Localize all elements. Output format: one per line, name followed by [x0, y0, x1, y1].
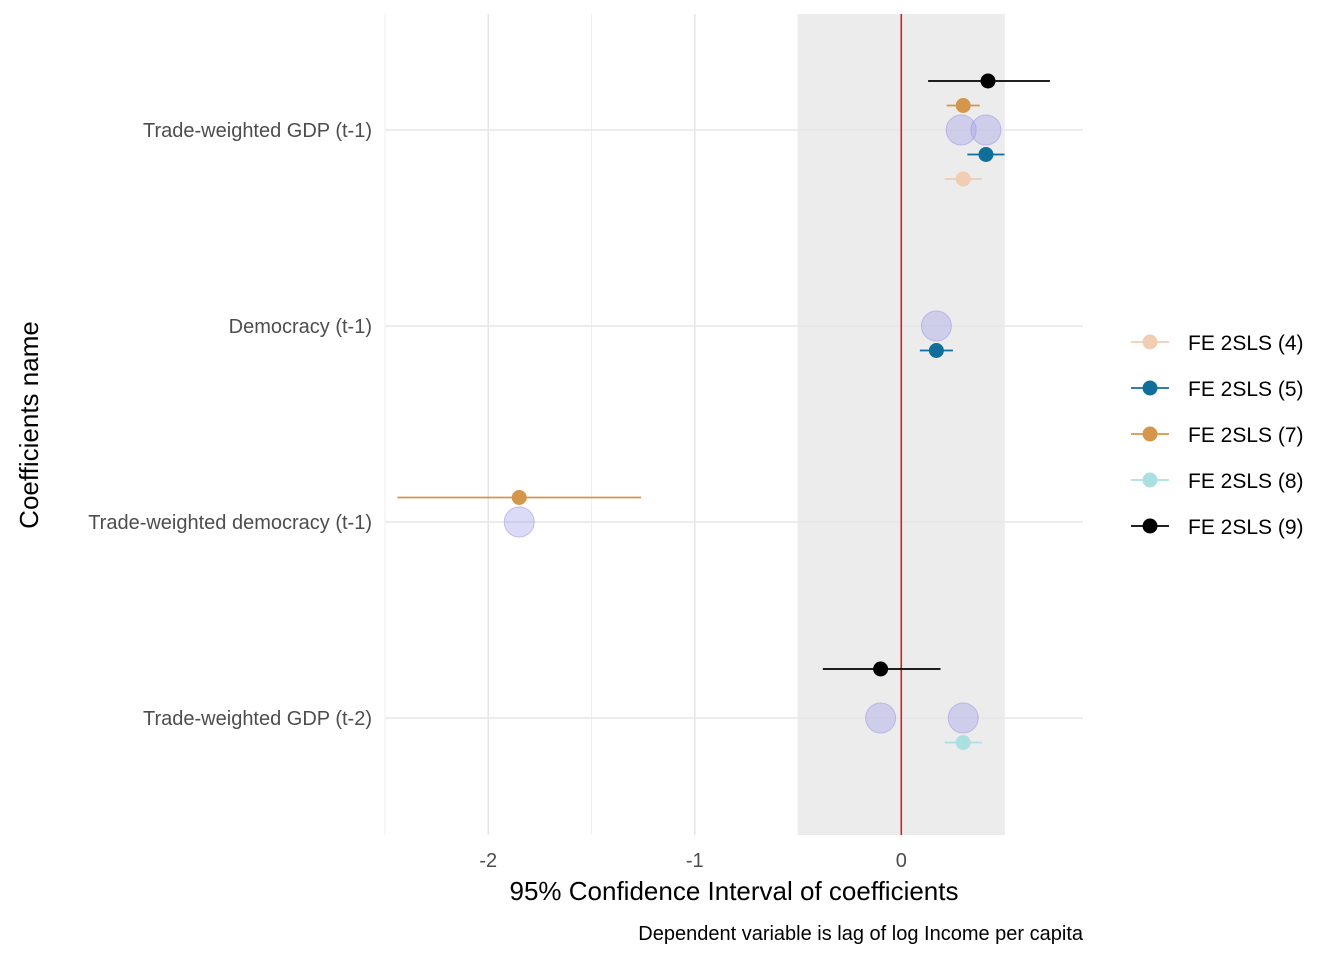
highlight-halo	[970, 114, 1002, 146]
coefficient-point	[955, 735, 971, 750]
legend-key-point	[1142, 518, 1158, 534]
highlight-halo	[920, 310, 952, 342]
coefficient-point	[978, 147, 994, 162]
legend-key-point	[1142, 334, 1158, 350]
y-tick-label: Trade-weighted democracy (t-1)	[88, 512, 372, 534]
plot-panel	[384, 14, 1083, 835]
y-tick-labels: Trade-weighted GDP (t-1) Democracy (t-1) T…	[88, 120, 372, 730]
legend-key-point	[1142, 472, 1158, 488]
legend-label: FE 2SLS (4)	[1188, 332, 1304, 355]
x-axis-title: 95% Confidence Interval of coefficients	[509, 876, 958, 906]
coefficient-point	[873, 661, 889, 677]
y-tick-label: Trade-weighted GDP (t-1)	[143, 120, 372, 142]
coefficient-point	[980, 73, 996, 89]
coefficient-point	[955, 171, 971, 187]
legend-label: FE 2SLS (5)	[1188, 378, 1304, 401]
x-tick-labels: -2 -1 0	[479, 850, 906, 872]
x-tick-label: -2	[479, 850, 497, 872]
y-axis-title: Coefficients name	[14, 321, 44, 529]
legend-label: FE 2SLS (9)	[1188, 516, 1304, 539]
highlight-halo	[947, 702, 979, 734]
x-tick-label: 0	[896, 850, 907, 872]
y-tick-label: Trade-weighted GDP (t-2)	[143, 708, 372, 730]
legend-key-point	[1142, 380, 1158, 396]
legend-label: FE 2SLS (8)	[1188, 470, 1304, 493]
y-tick-label: Democracy (t-1)	[229, 316, 372, 338]
coefficient-point	[928, 343, 944, 358]
coefficient-point	[511, 490, 527, 505]
highlight-halo	[865, 702, 897, 734]
highlight-halo	[503, 506, 535, 538]
legend-label: FE 2SLS (7)	[1188, 424, 1304, 447]
chart-caption: Dependent variable is lag of log Income …	[638, 923, 1084, 945]
legend: FE 2SLS (4) FE 2SLS (5) FE 2SLS (7) FE 2SLS…	[1131, 332, 1304, 539]
highlight-halo	[945, 114, 977, 146]
x-tick-label: -1	[686, 850, 704, 872]
legend-key-point	[1142, 426, 1158, 442]
coefficient-point	[955, 98, 971, 113]
